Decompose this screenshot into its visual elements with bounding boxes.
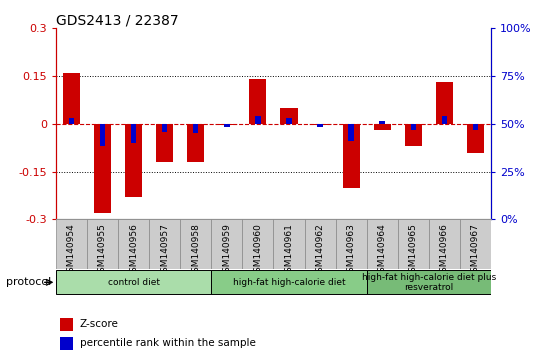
Bar — [187, 124, 204, 162]
FancyBboxPatch shape — [87, 219, 118, 269]
Bar — [318, 124, 323, 127]
Text: GSM140962: GSM140962 — [316, 223, 325, 278]
Text: protocol: protocol — [6, 277, 51, 287]
Bar — [156, 124, 173, 162]
FancyBboxPatch shape — [149, 219, 180, 269]
FancyBboxPatch shape — [56, 270, 211, 294]
Text: GSM140963: GSM140963 — [347, 223, 355, 278]
Text: percentile rank within the sample: percentile rank within the sample — [80, 338, 256, 348]
Bar — [218, 124, 235, 125]
Bar — [224, 124, 229, 127]
Bar — [374, 124, 391, 130]
Text: GSM140967: GSM140967 — [471, 223, 480, 278]
Bar — [60, 337, 73, 350]
Text: GSM140956: GSM140956 — [129, 223, 138, 278]
FancyBboxPatch shape — [335, 219, 367, 269]
Text: GSM140957: GSM140957 — [160, 223, 169, 278]
Bar — [411, 124, 416, 130]
Bar — [100, 124, 105, 146]
Bar — [405, 124, 422, 146]
Text: GSM140955: GSM140955 — [98, 223, 107, 278]
Bar — [311, 124, 329, 125]
Text: GSM140964: GSM140964 — [378, 223, 387, 278]
Bar — [281, 108, 297, 124]
Bar — [193, 124, 199, 133]
Text: GDS2413 / 22387: GDS2413 / 22387 — [56, 13, 179, 27]
Bar — [249, 79, 266, 124]
Bar — [60, 318, 73, 331]
Bar — [125, 124, 142, 197]
Bar — [467, 124, 484, 153]
FancyBboxPatch shape — [429, 219, 460, 269]
Bar — [343, 124, 360, 188]
Bar — [286, 118, 292, 124]
Bar — [348, 124, 354, 141]
Bar — [94, 124, 111, 213]
Bar — [255, 116, 261, 124]
Bar — [131, 124, 136, 143]
Text: high-fat high-calorie diet plus
resveratrol: high-fat high-calorie diet plus resverat… — [362, 273, 496, 292]
Bar — [69, 118, 74, 124]
Bar — [162, 124, 167, 132]
FancyBboxPatch shape — [305, 219, 335, 269]
Bar — [436, 82, 453, 124]
Text: high-fat high-calorie diet: high-fat high-calorie diet — [233, 278, 345, 287]
FancyBboxPatch shape — [211, 270, 367, 294]
Bar — [473, 124, 478, 130]
Text: GSM140961: GSM140961 — [285, 223, 294, 278]
FancyBboxPatch shape — [367, 270, 491, 294]
FancyBboxPatch shape — [118, 219, 149, 269]
FancyBboxPatch shape — [242, 219, 273, 269]
Text: Z-score: Z-score — [80, 319, 119, 329]
Text: GSM140965: GSM140965 — [409, 223, 418, 278]
Text: GSM140959: GSM140959 — [222, 223, 231, 278]
Text: GSM140966: GSM140966 — [440, 223, 449, 278]
FancyBboxPatch shape — [367, 219, 398, 269]
Bar — [63, 73, 80, 124]
FancyBboxPatch shape — [211, 219, 242, 269]
Bar — [379, 121, 385, 124]
Text: GSM140958: GSM140958 — [191, 223, 200, 278]
FancyBboxPatch shape — [398, 219, 429, 269]
FancyBboxPatch shape — [56, 219, 87, 269]
FancyBboxPatch shape — [180, 219, 211, 269]
Bar — [441, 116, 447, 124]
Text: GSM140954: GSM140954 — [67, 223, 76, 278]
FancyBboxPatch shape — [273, 219, 305, 269]
FancyBboxPatch shape — [460, 219, 491, 269]
Text: control diet: control diet — [108, 278, 160, 287]
Text: GSM140960: GSM140960 — [253, 223, 262, 278]
